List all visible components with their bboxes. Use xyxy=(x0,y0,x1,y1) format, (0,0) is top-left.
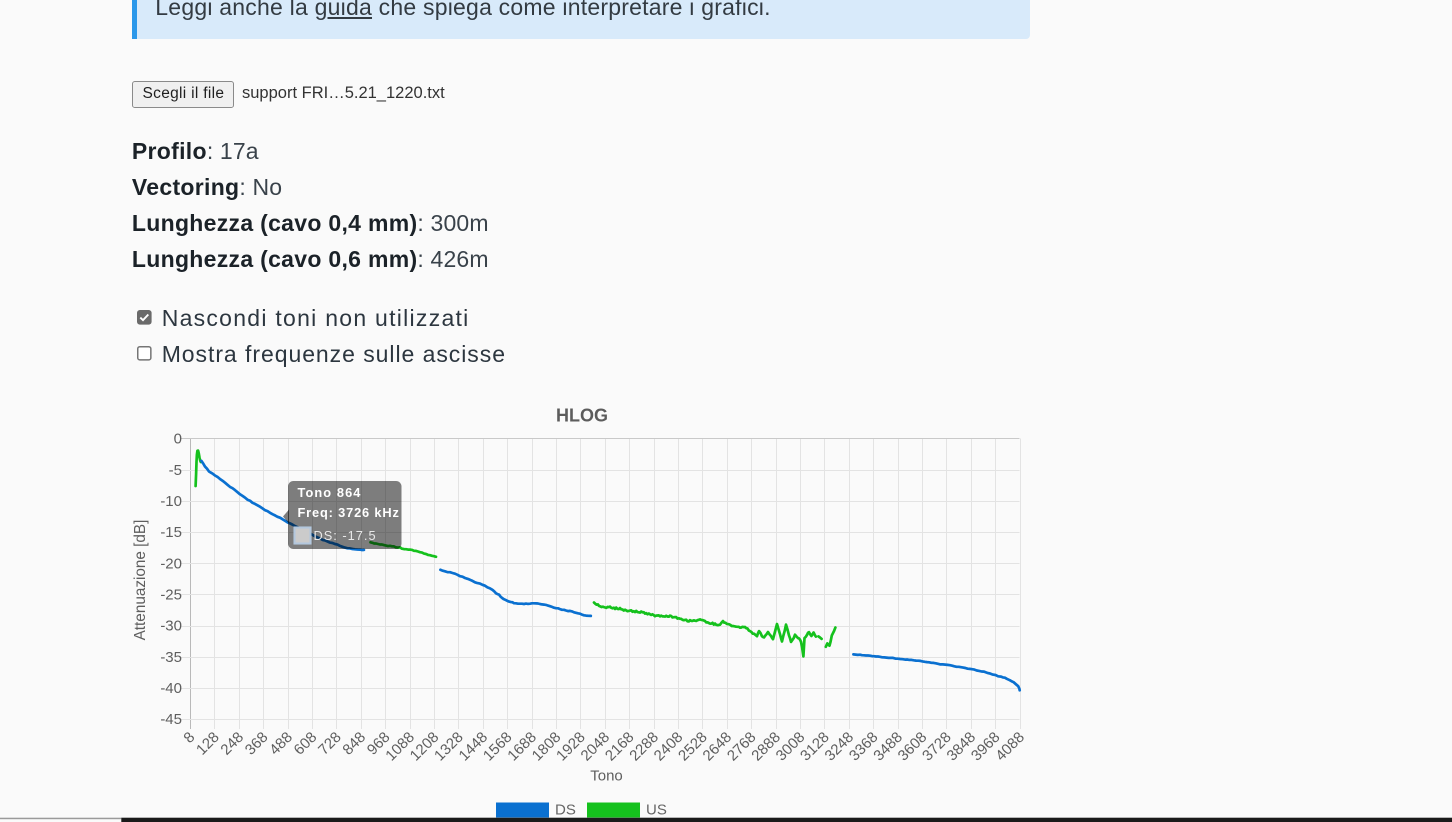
svg-text:848: 848 xyxy=(339,729,369,759)
svg-text:4088: 4088 xyxy=(992,729,1028,765)
svg-text:0: 0 xyxy=(174,431,182,448)
svg-text:728: 728 xyxy=(315,729,345,759)
svg-text:HLOG: HLOG xyxy=(556,406,608,426)
svg-text:US: US xyxy=(646,802,667,819)
svg-text:-10: -10 xyxy=(160,493,182,510)
svg-text:-15: -15 xyxy=(160,524,182,541)
svg-text:-5: -5 xyxy=(169,462,182,479)
svg-text:248: 248 xyxy=(217,729,247,759)
svg-text:DS: -17.5: DS: -17.5 xyxy=(314,528,377,543)
svg-text:368: 368 xyxy=(242,729,272,759)
svg-text:608: 608 xyxy=(291,729,321,759)
svg-text:-30: -30 xyxy=(160,618,182,635)
svg-text:Attenuazione [dB]: Attenuazione [dB] xyxy=(132,520,149,641)
svg-text:Freq: 3726 kHz: Freq: 3726 kHz xyxy=(298,505,400,520)
svg-text:488: 488 xyxy=(266,729,296,759)
svg-text:-25: -25 xyxy=(160,587,182,604)
svg-text:-45: -45 xyxy=(160,711,182,728)
svg-text:-40: -40 xyxy=(160,680,182,697)
svg-text:-35: -35 xyxy=(160,649,182,666)
svg-text:DS: DS xyxy=(555,802,576,819)
svg-text:-20: -20 xyxy=(160,555,182,572)
svg-text:Tono: Tono xyxy=(590,768,623,785)
svg-text:Tono 864: Tono 864 xyxy=(298,485,362,500)
svg-text:128: 128 xyxy=(193,729,223,759)
